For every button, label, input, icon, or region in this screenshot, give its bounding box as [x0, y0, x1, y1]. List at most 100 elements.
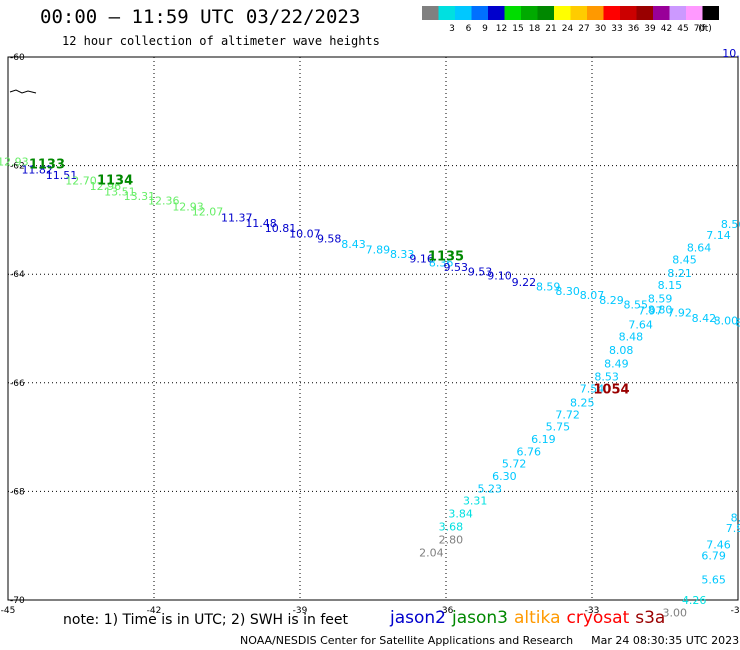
legend-swatch — [669, 6, 686, 20]
wave-height-value: 3.84 — [448, 507, 473, 520]
wave-height-value: 8.42 — [692, 312, 717, 325]
wave-height-value: 11.51 — [46, 169, 78, 182]
wave-height-value: 9.22 — [512, 276, 537, 289]
mission-label-jason3: jason3 — [452, 608, 508, 628]
legend-swatch — [471, 6, 488, 20]
wave-height-value: 8.53 — [594, 371, 619, 384]
wave-height-value: 10.05 — [722, 47, 740, 60]
page-title: 00:00 – 11:59 UTC 03/22/2023 — [40, 6, 361, 28]
wave-height-value: 8.07 — [580, 289, 605, 302]
wave-height-value: 11.48 — [245, 217, 277, 230]
legend-swatch — [488, 6, 505, 20]
legend-swatch — [455, 6, 472, 20]
wave-height-value: 8.21 — [667, 267, 692, 280]
legend-swatch — [537, 6, 554, 20]
legend-swatch — [587, 6, 604, 20]
generated-timestamp: Mar 24 08:30:35 UTC 2023 — [591, 634, 740, 647]
wave-height-value: 7.54 — [580, 383, 605, 396]
wave-height-value: 12.36 — [148, 195, 180, 208]
legend-tick-label: 18 — [529, 24, 541, 34]
page-subtitle: 12 hour collection of altimeter wave hei… — [62, 34, 380, 48]
legend-swatch — [653, 6, 670, 20]
longitude-tick-label: -33 — [585, 606, 600, 616]
legend-swatch — [570, 6, 587, 20]
latitude-tick-label: -64 — [10, 270, 25, 280]
color-legend: 3 6 9 12 15 18 21 24 27 30 33 36 39 42 45 70(ft) — [422, 6, 719, 34]
longitude-tick-label: -36 — [439, 606, 454, 616]
wave-height-value: 13.51 — [104, 185, 136, 198]
wave-height-value: 7.64 — [628, 319, 653, 332]
legend-tick-label: 30 — [595, 24, 607, 34]
wave-height-value: 9.10 — [487, 270, 512, 283]
legend-unit: (ft) — [698, 24, 712, 34]
wave-height-value: 7.92 — [726, 522, 740, 535]
wave-height-value: 8.03 — [731, 511, 740, 524]
latitude-tick-label: -68 — [10, 487, 25, 497]
wave-height-value: 12.96 — [90, 180, 122, 193]
map-frame — [7, 56, 739, 601]
legend-tick-label: 33 — [611, 24, 622, 34]
wave-height-value: 13.31 — [124, 190, 156, 203]
wave-height-value: 5.72 — [502, 458, 527, 471]
wave-height-value: 8.33 — [390, 248, 415, 261]
coastline-fragment — [9, 89, 37, 94]
latitude-tick-label: -62 — [10, 162, 25, 172]
legend-tick-label: 36 — [628, 24, 640, 34]
wave-height-value: 11.37 — [221, 212, 253, 225]
latitude-tick-label: -66 — [10, 379, 25, 389]
wave-height-value: 8.59 — [648, 292, 673, 305]
legend-tick-label: 42 — [661, 24, 672, 34]
wave-height-value: 8.45 — [672, 253, 697, 266]
wave-height-value: 9.58 — [317, 233, 342, 246]
wave-height-value: 8.56 — [721, 218, 740, 231]
wave-height-value: 8.00 — [714, 315, 739, 328]
wave-height-value: 7.89 — [366, 244, 391, 257]
legend-swatch — [554, 6, 571, 20]
wave-height-value: 8.59 — [536, 280, 561, 293]
legend-tick-label: 24 — [562, 24, 574, 34]
wave-height-value: 6.30 — [492, 470, 517, 483]
longitude-tick-label: -39 — [293, 606, 308, 616]
legend-tick-label: 45 — [677, 24, 688, 34]
wave-height-value: 9.53 — [468, 265, 493, 278]
pass-number-label: 1054 — [593, 383, 629, 398]
wave-height-value: 3.00 — [662, 606, 687, 619]
legend-swatch — [603, 6, 620, 20]
wave-height-value: 7.14 — [706, 229, 731, 242]
wave-height-value: 10.07 — [289, 227, 321, 240]
legend-tick-label: 27 — [578, 24, 589, 34]
wave-height-value: 7.97 — [638, 304, 663, 317]
credit-text: NOAA/NESDIS Center for Satellite Applica… — [240, 634, 574, 647]
wave-height-value: 2.80 — [439, 534, 464, 547]
wave-height-value: 6.79 — [701, 549, 726, 562]
legend-tick-label: 3 — [449, 24, 455, 34]
wave-height-value: 6.19 — [531, 433, 556, 446]
wave-height-value: 8.08 — [609, 344, 634, 357]
wave-height-value: 8.15 — [658, 279, 683, 292]
wave-height-value: 8.43 — [341, 238, 366, 251]
wave-height-value: 2.04 — [419, 547, 444, 560]
legend-swatch — [521, 6, 538, 20]
legend-swatch — [422, 6, 439, 20]
mission-label-s3a: s3a — [635, 608, 666, 628]
wave-height-value: 8.48 — [619, 330, 644, 343]
pass-number-label: 1133 — [29, 157, 65, 172]
legend-tick-label: 6 — [466, 24, 472, 34]
wave-height-value: 12.07 — [192, 206, 224, 219]
wave-height-value: 5.65 — [701, 574, 726, 587]
longitude-tick-label: -30 — [731, 606, 740, 616]
footer-note: note: 1) Time is in UTC; 2) SWH is in fe… — [63, 612, 349, 628]
wave-height-value: 8.25 — [570, 397, 595, 410]
wave-height-value: 8.36 — [429, 257, 454, 270]
mission-label-cryosat: cryosat — [566, 608, 630, 628]
legend-swatch — [438, 6, 455, 20]
mission-legend: jason2 jason3 altika cryosat s3a — [390, 608, 671, 628]
longitude-tick-label: -42 — [147, 606, 162, 616]
wave-height-value: 8.30 — [555, 285, 580, 298]
wave-height-value: 9.53 — [443, 261, 468, 274]
pass-number-label: 1134 — [97, 174, 133, 189]
wave-height-value: 5.23 — [478, 482, 503, 495]
wave-height-value: 8.29 — [599, 294, 624, 307]
wave-height-value: 12.93 — [0, 156, 29, 169]
